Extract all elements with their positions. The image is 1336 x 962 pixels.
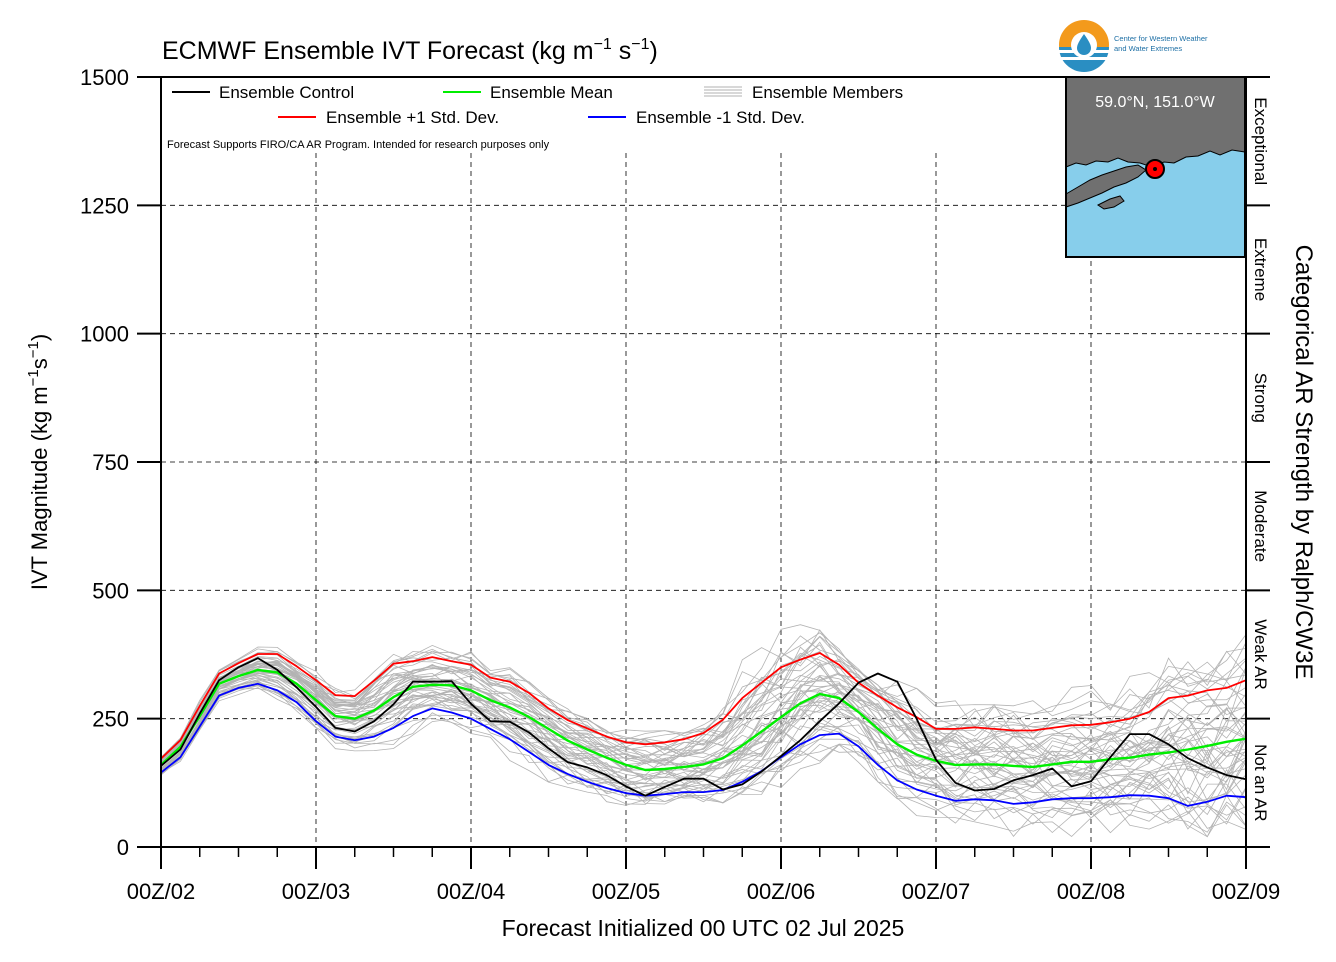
ensemble-member-line — [160, 642, 1247, 762]
ensemble-member-line — [160, 636, 1247, 768]
y-tick-label: 750 — [92, 450, 129, 475]
x-tick-label: 00Z/08 — [1057, 879, 1126, 904]
ensemble-member-line — [160, 653, 1247, 759]
summary-lines — [160, 652, 1247, 807]
ensemble-member-line — [160, 674, 1247, 788]
inset-location-label: 59.0°N, 151.0°W — [1095, 94, 1215, 111]
ensemble-member-line — [160, 683, 1247, 830]
ensemble-member-line — [160, 629, 1247, 762]
x-tick-label: 00Z/06 — [747, 879, 816, 904]
legend-label-minus-std: Ensemble -1 Std. Dev. — [636, 108, 805, 127]
x-tick-label: 00Z/09 — [1212, 879, 1281, 904]
category-label: Moderate — [1251, 490, 1270, 562]
legend-label-plus-std: Ensemble +1 Std. Dev. — [326, 108, 499, 127]
legend-label-control: Ensemble Control — [219, 83, 354, 102]
y-axis-label: IVT Magnitude (kg m−1s−1) — [25, 334, 52, 590]
x-tick-label: 00Z/07 — [902, 879, 971, 904]
ensemble-member-line — [160, 624, 1247, 758]
disclaimer-text: Forecast Supports FIRO/CA AR Program. In… — [167, 139, 550, 151]
ensemble-member-line — [160, 683, 1247, 830]
legend: Ensemble Control Ensemble Mean Ensemble … — [167, 83, 903, 151]
right-axis-label: Categorical AR Strength by Ralph/CW3E — [1290, 245, 1317, 680]
axes: 0 250 500 750 1000 1250 1500 00Z/02 00Z/03 00Z/04… — [80, 65, 1280, 904]
ensemble-control-line — [160, 657, 1247, 797]
x-axis-label: Forecast Initialized 00 UTC 02 Jul 2025 — [502, 915, 905, 941]
y-tick-label: 500 — [92, 578, 129, 603]
y-tick-label: 1500 — [80, 65, 129, 90]
legend-label-mean: Ensemble Mean — [490, 83, 613, 102]
y-tick-label: 1250 — [80, 193, 129, 218]
y-tick-label: 0 — [117, 835, 129, 860]
x-tick-label: 00Z/04 — [437, 879, 506, 904]
chart-title: ECMWF Ensemble IVT Forecast (kg m−1 s−1) — [162, 36, 658, 65]
x-tick-label: 00Z/02 — [127, 879, 196, 904]
ensemble-member-line — [160, 656, 1247, 770]
inset-kodiak — [1097, 195, 1125, 210]
ensemble-member-line — [160, 660, 1247, 767]
minus-std-line — [160, 682, 1247, 807]
x-tick-label: 00Z/05 — [592, 879, 661, 904]
plus-std-line — [160, 652, 1247, 760]
ensemble-member-line — [160, 687, 1247, 825]
y-tick-label: 1000 — [80, 322, 129, 347]
category-label: Extreme — [1251, 238, 1270, 301]
ensemble-member-line — [160, 666, 1247, 815]
category-label: Exceptional — [1251, 97, 1270, 185]
inset-peninsula — [1065, 164, 1147, 208]
legend-label-members: Ensemble Members — [752, 83, 903, 102]
logo-text-line2: and Water Extremes — [1114, 44, 1182, 53]
ensemble-member-line — [160, 665, 1247, 771]
y-tick-label: 250 — [92, 707, 129, 732]
ensemble-member-line — [160, 641, 1247, 771]
logo-text-line1: Center for Western Weather — [1114, 34, 1208, 43]
category-label: Strong — [1251, 373, 1270, 423]
category-label: Weak AR — [1251, 619, 1270, 690]
category-label: Not an AR — [1251, 744, 1270, 822]
legend-swatch-members — [704, 86, 742, 97]
ensemble-member-line — [160, 654, 1247, 765]
ensemble-mean-line — [160, 668, 1247, 772]
ensemble-member-line — [160, 671, 1247, 787]
inset-land-north — [1065, 76, 1246, 168]
cw3e-logo: Center for Western Weather and Water Ext… — [1059, 20, 1208, 72]
x-tick-label: 00Z/03 — [282, 879, 351, 904]
ensemble-members — [160, 624, 1247, 838]
inset-map: 59.0°N, 151.0°W — [1065, 76, 1246, 258]
